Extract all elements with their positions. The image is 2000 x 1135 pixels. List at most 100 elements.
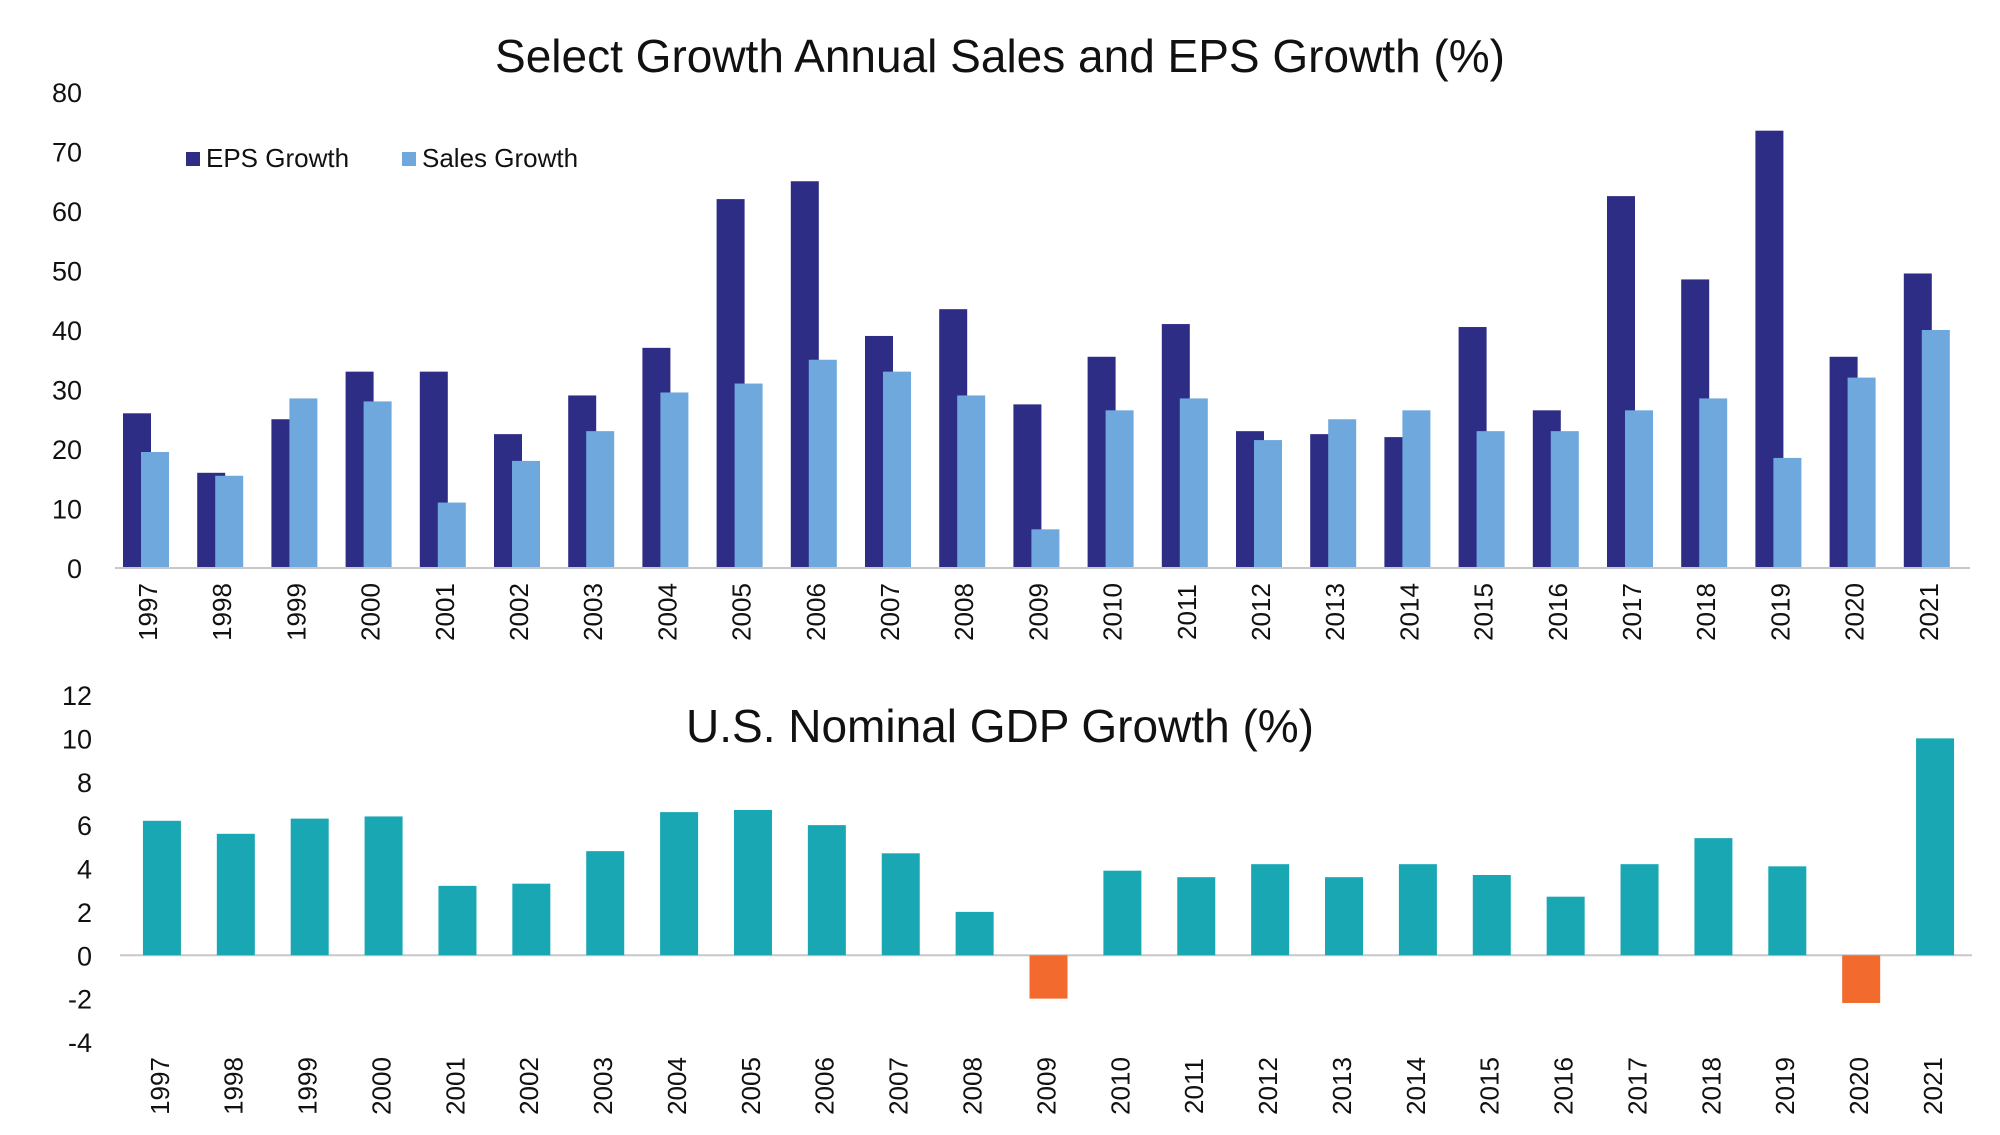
bottom-y-tick-label: -4 bbox=[68, 1028, 92, 1058]
bottom-x-tick-label: 2009 bbox=[1031, 1057, 1061, 1115]
bottom-y-tick-label: 6 bbox=[77, 811, 92, 841]
bar-gdp-growth-1997 bbox=[142, 820, 181, 956]
top-x-tick-label: 2007 bbox=[875, 583, 905, 641]
top-y-tick-label: 40 bbox=[52, 316, 82, 346]
bar-sales-growth-2014 bbox=[1402, 410, 1431, 568]
bar-sales-growth-2010 bbox=[1105, 410, 1134, 568]
bar-gdp-growth-2020 bbox=[1842, 955, 1881, 1003]
bar-gdp-growth-2004 bbox=[660, 812, 699, 956]
bar-gdp-growth-2009 bbox=[1029, 955, 1068, 999]
bottom-x-tick-label: 2002 bbox=[514, 1057, 544, 1115]
top-x-tick-label: 2016 bbox=[1543, 583, 1573, 641]
bottom-x-tick-label: 2012 bbox=[1253, 1057, 1283, 1115]
bar-gdp-growth-2003 bbox=[586, 851, 625, 956]
bottom-x-tick-label: 2017 bbox=[1622, 1057, 1652, 1115]
bottom-x-tick-label: 2020 bbox=[1844, 1057, 1874, 1115]
bar-gdp-growth-2002 bbox=[512, 883, 551, 956]
top-x-tick-label: 2020 bbox=[1840, 583, 1870, 641]
top-x-tick-label: 2015 bbox=[1469, 583, 1499, 641]
bottom-x-tick-label: 2011 bbox=[1179, 1058, 1209, 1114]
top-y-tick-label: 30 bbox=[52, 376, 82, 406]
top-x-tick-label: 2008 bbox=[949, 583, 979, 641]
bar-sales-growth-2006 bbox=[808, 359, 837, 568]
bottom-x-tick-label: 2000 bbox=[366, 1057, 396, 1115]
top-x-tick-label: 2010 bbox=[1098, 583, 1128, 641]
bar-gdp-growth-2015 bbox=[1472, 875, 1511, 956]
bottom-x-tick-label: 2006 bbox=[810, 1057, 840, 1115]
top-x-tick-label: 2001 bbox=[430, 583, 460, 641]
top-y-tick-label: 20 bbox=[52, 435, 82, 465]
bottom-x-tick-label: 2014 bbox=[1401, 1057, 1431, 1115]
bottom-x-tick-label: 2001 bbox=[440, 1057, 470, 1115]
bar-sales-growth-2020 bbox=[1847, 377, 1876, 568]
bar-gdp-growth-2006 bbox=[807, 825, 846, 956]
legend-swatch-eps-growth bbox=[186, 152, 200, 166]
bottom-x-tick-label: 2007 bbox=[884, 1057, 914, 1115]
top-y-tick-label: 80 bbox=[52, 78, 82, 108]
bar-gdp-growth-2018 bbox=[1694, 838, 1733, 956]
top-chart-legend: EPS Growth Sales Growth bbox=[186, 143, 578, 173]
bar-sales-growth-2003 bbox=[586, 431, 615, 568]
legend-label-eps-growth: EPS Growth bbox=[206, 143, 349, 173]
bar-gdp-growth-2012 bbox=[1251, 864, 1290, 956]
bar-sales-growth-2018 bbox=[1699, 398, 1728, 568]
top-x-tick-label: 2006 bbox=[801, 583, 831, 641]
bar-gdp-growth-2021 bbox=[1916, 738, 1955, 956]
top-y-tick-label: 0 bbox=[67, 554, 82, 584]
bar-sales-growth-2015 bbox=[1476, 431, 1505, 568]
top-x-tick-label: 2009 bbox=[1023, 583, 1053, 641]
bar-sales-growth-2002 bbox=[512, 460, 540, 568]
top-y-tick-label: 50 bbox=[52, 257, 82, 287]
bar-sales-growth-2013 bbox=[1328, 419, 1357, 568]
top-x-tick-label: 2021 bbox=[1914, 583, 1944, 641]
bottom-y-tick-label: 0 bbox=[77, 941, 92, 971]
bar-gdp-growth-2007 bbox=[881, 853, 920, 956]
bar-gdp-growth-2010 bbox=[1103, 870, 1142, 956]
bar-gdp-growth-2013 bbox=[1325, 877, 1364, 956]
bottom-x-tick-label: 2013 bbox=[1327, 1057, 1357, 1115]
bottom-y-tick-label: 10 bbox=[62, 724, 92, 754]
top-x-tick-label: 1997 bbox=[133, 583, 163, 641]
bottom-x-tick-label: 2010 bbox=[1105, 1057, 1135, 1115]
top-chart-title: Select Growth Annual Sales and EPS Growt… bbox=[495, 30, 1505, 82]
top-x-tick-label: 2013 bbox=[1320, 583, 1350, 641]
bottom-x-tick-label: 2004 bbox=[662, 1057, 692, 1115]
top-x-tick-label: 2014 bbox=[1394, 583, 1424, 641]
bar-gdp-growth-1998 bbox=[216, 833, 255, 956]
top-chart-plot: 0 10 20 30 40 50 60 70 80 1997 1998 1999 2000 2001 200… bbox=[52, 78, 1970, 641]
bottom-x-tick-label: 1998 bbox=[219, 1057, 249, 1115]
bar-sales-growth-1997 bbox=[141, 451, 169, 568]
bottom-chart-title: U.S. Nominal GDP Growth (%) bbox=[686, 700, 1314, 752]
top-x-tick-label: 2002 bbox=[504, 583, 534, 641]
top-x-tick-label: 2018 bbox=[1691, 583, 1721, 641]
top-y-tick-label: 60 bbox=[52, 197, 82, 227]
bar-sales-growth-2004 bbox=[660, 392, 689, 568]
bottom-y-tick-label: 8 bbox=[77, 768, 92, 798]
bar-sales-growth-2019 bbox=[1773, 457, 1802, 568]
bottom-x-tick-label: 2016 bbox=[1549, 1057, 1579, 1115]
top-x-tick-label: 2017 bbox=[1617, 583, 1647, 641]
bar-gdp-growth-2011 bbox=[1177, 877, 1216, 956]
bottom-y-tick-label: 4 bbox=[77, 855, 92, 885]
bar-sales-growth-2016 bbox=[1550, 431, 1579, 568]
top-x-tick-label: 2005 bbox=[727, 583, 757, 641]
bar-gdp-growth-2017 bbox=[1620, 864, 1659, 956]
top-x-tick-label: 2000 bbox=[356, 583, 386, 641]
bar-sales-growth-2009 bbox=[1031, 529, 1060, 568]
bar-sales-growth-2011 bbox=[1179, 398, 1208, 568]
bottom-x-tick-label: 1999 bbox=[293, 1057, 323, 1115]
top-x-tick-label: 2019 bbox=[1765, 583, 1795, 641]
bar-sales-growth-2005 bbox=[734, 383, 763, 568]
bottom-chart-plot: -4 -2 0 2 4 6 8 10 12 1997 1998 1999 2000 2001 2002 200… bbox=[62, 681, 1972, 1115]
bar-gdp-growth-2016 bbox=[1546, 896, 1585, 956]
bar-sales-growth-2007 bbox=[883, 371, 911, 568]
bottom-y-tick-label: 2 bbox=[77, 898, 92, 928]
top-y-tick-label: 70 bbox=[52, 138, 82, 168]
top-x-tick-label: 2012 bbox=[1246, 583, 1276, 641]
bar-sales-growth-2008 bbox=[957, 395, 986, 568]
bottom-x-tick-label: 2015 bbox=[1475, 1057, 1505, 1115]
bar-sales-growth-2000 bbox=[363, 401, 392, 568]
bar-gdp-growth-2000 bbox=[364, 816, 403, 956]
bar-gdp-growth-2008 bbox=[955, 911, 994, 956]
bottom-x-tick-label: 2005 bbox=[736, 1057, 766, 1115]
